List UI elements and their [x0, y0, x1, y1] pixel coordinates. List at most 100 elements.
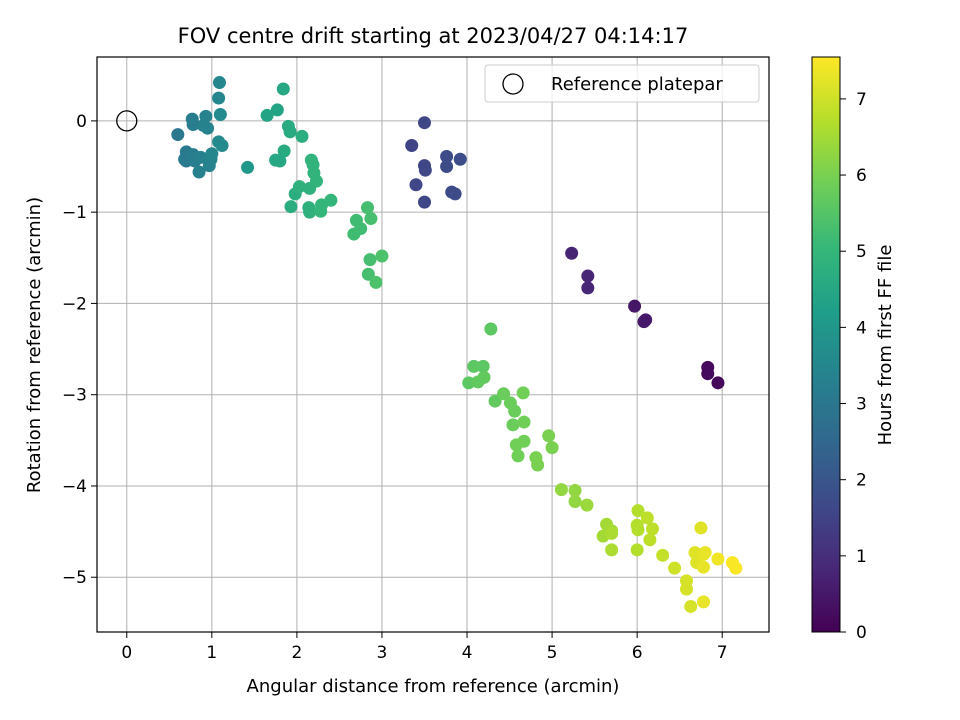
x-tick-label: 3: [377, 643, 388, 663]
data-point: [270, 103, 284, 117]
colorbar-label: Hours from first FF file: [875, 245, 896, 446]
colorbar-tick-label: 1: [856, 547, 867, 567]
data-point: [729, 561, 743, 575]
data-point: [684, 599, 698, 613]
data-point: [711, 552, 725, 566]
data-point: [497, 387, 511, 401]
data-point: [545, 441, 559, 455]
data-point: [309, 174, 323, 188]
colorbar-ticks: 0 1 2 3 4 5 6 7: [840, 90, 867, 643]
colorbar-tick-label: 0: [856, 623, 867, 643]
data-point: [694, 521, 708, 535]
data-point: [697, 595, 711, 609]
x-axis-label: Angular distance from reference (arcmin): [247, 676, 620, 697]
reference-point-icon: [116, 110, 138, 132]
data-point: [554, 483, 568, 497]
y-axis-ticks: 0 −1 −2 −3 −4 −5: [62, 112, 97, 588]
data-point: [542, 429, 556, 443]
data-point: [477, 370, 491, 384]
data-point: [506, 418, 520, 432]
plot-frame: [96, 56, 770, 633]
data-point: [260, 108, 274, 122]
data-point: [581, 281, 595, 295]
data-point: [628, 299, 642, 313]
data-point: [605, 543, 619, 557]
data-point: [508, 404, 522, 418]
data-point: [453, 152, 467, 166]
data-point: [417, 116, 431, 130]
data-point: [361, 201, 375, 215]
y-tick-label: −1: [62, 203, 87, 223]
x-tick-label: 0: [121, 643, 132, 663]
data-point: [517, 434, 531, 448]
legend-box: [484, 64, 760, 103]
data-point: [215, 139, 229, 153]
data-point: [448, 187, 462, 201]
x-tick-label: 2: [291, 643, 302, 663]
data-point: [363, 253, 377, 267]
data-point: [186, 118, 200, 132]
data-point: [409, 178, 423, 192]
data-point: [192, 165, 206, 179]
colorbar-tick-label: 6: [856, 166, 867, 186]
data-point: [241, 160, 255, 174]
data-point: [656, 548, 670, 562]
data-point: [277, 144, 291, 158]
data-point: [668, 561, 682, 575]
chart-title: FOV centre drift starting at 2023/04/27 …: [178, 24, 689, 48]
data-point: [643, 533, 657, 547]
data-point: [697, 560, 711, 574]
data-point: [476, 359, 490, 373]
x-tick-label: 4: [462, 643, 473, 663]
data-point: [213, 108, 227, 121]
legend-marker-reference-icon: [502, 73, 524, 95]
data-point: [631, 504, 645, 518]
data-point: [417, 195, 431, 209]
reference-marker: [116, 110, 138, 132]
y-tick-label: −5: [62, 568, 87, 588]
data-point: [199, 109, 213, 123]
data-point: [375, 249, 389, 263]
data-point: [568, 494, 582, 508]
x-tick-label: 5: [547, 643, 558, 663]
y-tick-label: −4: [62, 477, 87, 497]
colorbar-tick-label: 7: [856, 90, 867, 110]
data-point: [171, 128, 185, 142]
data-point: [639, 313, 653, 327]
data-point: [511, 449, 525, 463]
y-tick-label: −3: [62, 386, 87, 406]
data-point: [324, 193, 338, 207]
x-tick-label: 6: [632, 643, 643, 663]
data-points: [171, 76, 743, 613]
data-point: [679, 582, 693, 596]
data-point: [418, 163, 432, 177]
data-point: [212, 91, 226, 105]
legend: Reference platepar: [484, 64, 760, 103]
data-point: [467, 359, 481, 373]
data-point: [354, 222, 368, 236]
data-point: [314, 204, 328, 218]
data-point: [517, 415, 531, 429]
data-point: [194, 150, 208, 164]
data-point: [295, 129, 309, 143]
x-axis-ticks: 0 1 2 3 4 5 6 7: [121, 632, 728, 663]
colorbar-tick-label: 2: [856, 471, 867, 491]
data-point: [283, 125, 297, 139]
data-point: [440, 149, 454, 163]
y-tick-label: −2: [62, 294, 87, 314]
data-point: [701, 367, 715, 381]
data-point: [640, 511, 654, 525]
data-point: [516, 386, 530, 400]
data-point: [565, 246, 579, 260]
data-point: [711, 376, 725, 390]
data-point: [568, 484, 582, 498]
data-point: [605, 526, 619, 540]
data-point: [303, 205, 317, 219]
x-tick-label: 1: [206, 643, 217, 663]
data-point: [531, 458, 545, 472]
data-point: [364, 212, 378, 226]
data-point: [488, 394, 502, 408]
data-point: [440, 160, 454, 174]
data-point: [292, 180, 306, 194]
data-point: [273, 154, 287, 168]
